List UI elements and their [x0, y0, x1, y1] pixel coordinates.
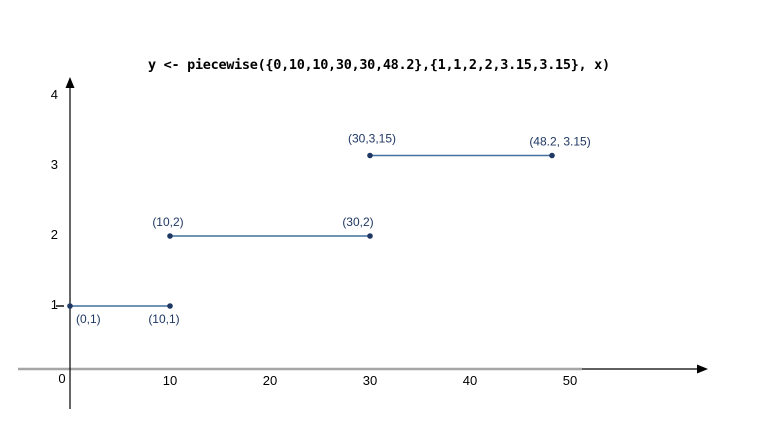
y-axis-arrow-icon — [65, 77, 75, 88]
plot-title: y <- piecewise({0,10,10,30,30,48.2},{1,1… — [148, 57, 610, 73]
x-axis-arrow-icon — [697, 364, 708, 374]
y-tick-label-2: 2 — [51, 227, 58, 242]
point-label-1: (0,1) — [76, 312, 101, 326]
x-tick-label-50: 50 — [563, 373, 577, 388]
y-tick-label-1: 1 — [51, 297, 58, 312]
x-tick-label-20: 20 — [263, 373, 277, 388]
point-label-6: (48.2, 3.15) — [529, 135, 590, 149]
x-tick-label-40: 40 — [463, 373, 477, 388]
data-point-3-1 — [367, 152, 373, 159]
x-tick-label-0: 0 — [58, 371, 65, 386]
data-point-1-2 — [167, 303, 173, 309]
point-label-3: (10,2) — [152, 215, 183, 229]
x-tick-label-10: 10 — [163, 373, 177, 388]
data-point-3-2 — [549, 152, 555, 159]
data-point-2-2 — [367, 233, 373, 239]
point-label-4: (30,2) — [342, 215, 373, 229]
data-point-1-1 — [67, 303, 73, 309]
point-label-2: (10,1) — [148, 312, 179, 326]
data-point-2-1 — [167, 233, 173, 239]
x-tick-label-30: 30 — [363, 373, 377, 388]
point-label-5: (30,3,15) — [348, 132, 396, 146]
y-tick-label-3: 3 — [51, 157, 58, 172]
y-tick-label-4: 4 — [51, 87, 58, 102]
